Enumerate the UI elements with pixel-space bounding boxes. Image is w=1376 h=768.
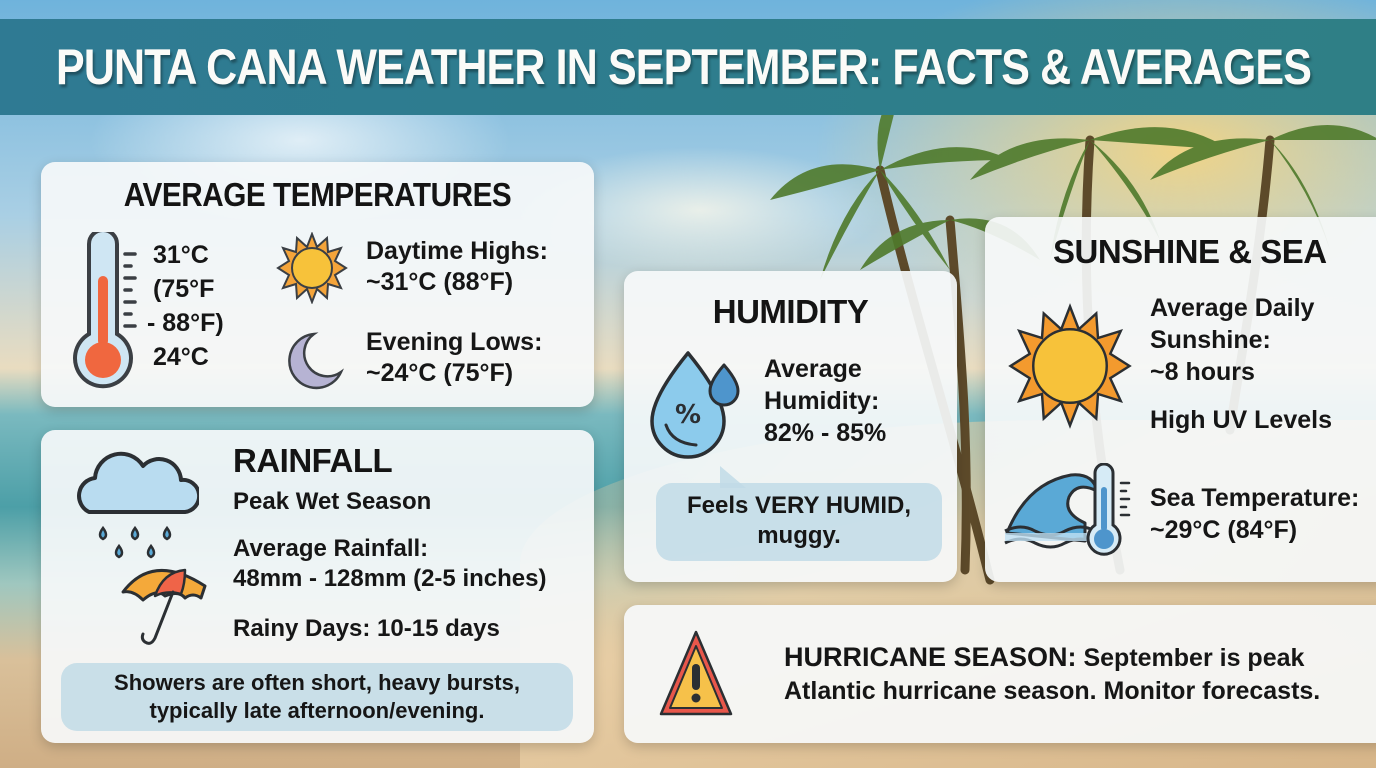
rainfall-heading: RAINFALL [233,442,393,479]
daytime-label: Daytime Highs: [366,237,548,265]
thermometer-icon [73,232,137,389]
rainfall-average-value: 48mm - 128mm (2-5 inches) [233,565,547,592]
humidity-note: Feels VERY HUMID, muggy. [656,483,942,561]
sunshine-value: ~8 hours [1150,358,1255,386]
umbrella-icon [121,568,207,645]
hurricane-line1-rest: September is peak [1076,644,1305,672]
wave-thermometer-icon [1004,463,1131,556]
range-low-f: (75°F [153,275,215,303]
sunshine-block: Average Daily Sunshine: ~8 hours [1150,292,1314,388]
humidity-card: HUMIDITY % Average Humidity: 82% - 85% F… [624,271,957,582]
rainy-days: Rainy Days: 10-15 days [233,615,500,642]
humidity-heading: HUMIDITY [712,293,869,330]
rainfall-note-line2: typically late afternoon/evening. [149,698,485,723]
humidity-value-block: Average Humidity: 82% - 85% [764,353,886,449]
moon-icon [288,332,344,390]
sunshine-label-line1: Average Daily [1150,294,1315,322]
rainfall-average-label: Average Rainfall: [233,535,429,562]
hurricane-line2: Atlantic hurricane season. Monitor forec… [784,677,1321,705]
daytime-value: ~31°C (88°F) [366,268,514,296]
sunshine-sea-heading: SUNSHINE & SEA [1053,233,1327,270]
range-low-c: 24°C [153,343,209,371]
thermometer-range: 31°C (75°F - 88°F) 24°C [147,238,224,374]
hurricane-line1: HURRICANE SEASON: September is peak [784,641,1320,675]
sun-icon [1008,303,1132,429]
rainfall-season: Peak Wet Season [233,488,432,515]
sea-temperature-label: Sea Temperature: [1150,484,1360,512]
rainfall-note-line1: Showers are often short, heavy bursts, [114,670,520,695]
humidity-note-line2: muggy. [757,522,841,549]
sun-icon [276,232,348,304]
evening-label: Evening Lows: [366,328,543,356]
rainfall-card: RAINFALL Peak Wet Season Average Rainfal… [41,430,594,743]
evening-lows: Evening Lows: ~24°C (75°F) [366,327,542,389]
sea-temperature: Sea Temperature: ~29°C (84°F) [1150,482,1359,546]
warning-icon [659,630,733,716]
humidity-label-line1: Average [764,355,862,383]
rainfall-note: Showers are often short, heavy bursts, t… [61,663,573,731]
sunshine-sea-card: SUNSHINE & SEA Average Daily Sunshine: ~… [985,217,1376,582]
hurricane-card: HURRICANE SEASON: September is peak Atla… [624,605,1376,743]
range-high-f: - 88°F) [147,309,224,337]
temperatures-card: AVERAGE TEMPERATURES 31°C (75°F - 88°F) … [41,162,594,407]
sunshine-label-line2: Sunshine: [1150,326,1271,354]
bubble-tail [720,466,746,488]
temperatures-heading: AVERAGE TEMPERATURES [123,176,512,213]
svg-text:%: % [675,400,701,430]
range-high-c: 31°C [153,241,209,269]
humidity-value: 82% - 85% [764,419,887,447]
humidity-drop-icon: % [650,351,740,459]
page-title: PUNTA CANA WEATHER IN SEPTEMBER: FACTS &… [56,39,1312,95]
sea-temperature-value: ~29°C (84°F) [1150,516,1298,544]
humidity-note-line1: Feels VERY HUMID, [686,492,912,519]
evening-value: ~24°C (75°F) [366,359,514,387]
title-banner: PUNTA CANA WEATHER IN SEPTEMBER: FACTS &… [0,19,1376,115]
rainfall-average: Average Rainfall: 48mm - 128mm (2-5 inch… [233,534,546,594]
rain-cloud-icon [77,451,199,559]
uv-levels: High UV Levels [1150,406,1332,434]
humidity-label-line2: Humidity: [764,387,880,415]
daytime-highs: Daytime Highs: ~31°C (88°F) [366,236,548,298]
hurricane-heading: HURRICANE SEASON: [784,642,1077,672]
hurricane-text: HURRICANE SEASON: September is peak Atla… [784,641,1320,708]
